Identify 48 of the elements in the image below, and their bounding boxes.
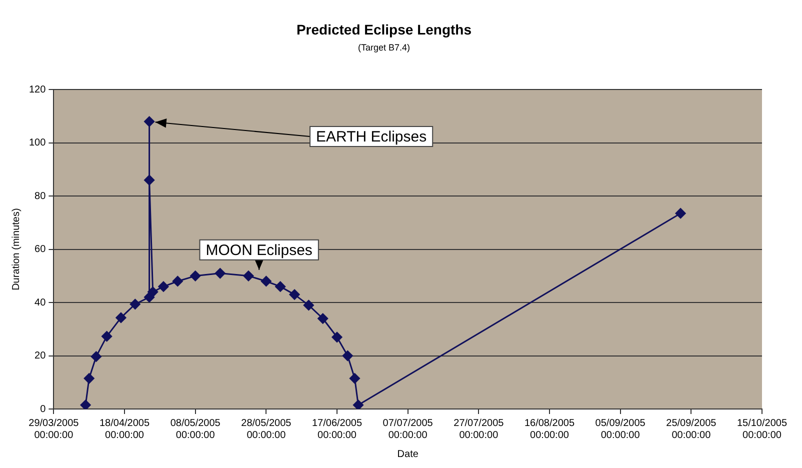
y-tick-label: 20 [34,350,46,362]
x-tick-label: 05/09/2005 00:00:00 [595,418,646,441]
x-tick-label: 25/09/2005 00:00:00 [666,418,717,441]
point [675,208,686,219]
point [303,300,314,310]
point [130,298,140,310]
y-axis-title: Duration (minutes) [10,208,22,290]
point [116,312,126,323]
point [84,373,94,384]
point [90,351,102,362]
x-tick-label: 15/10/2005 00:00:00 [736,418,788,441]
point [190,270,201,282]
point [172,276,183,286]
chart-title: Predicted Eclipse Lengths [296,21,472,38]
point [260,276,272,286]
x-axis-title: Date [397,448,419,460]
y-tick-label: 60 [34,244,46,256]
annotation: EARTH Eclipses [316,128,427,146]
x-tick-label: 16/08/2005 00:00:00 [524,418,575,441]
point [332,332,342,342]
y-tick-label: 40 [34,297,46,308]
y-tick-label: 120 [28,84,46,96]
y-tick-label: 100 [28,138,46,149]
point [318,313,328,324]
x-tick-label: 27/07/2005 00:00:00 [454,418,504,441]
x-tick-label: 08/05/2005 00:00:00 [170,418,221,441]
point [275,281,286,292]
point [353,400,364,409]
point [243,270,254,282]
x-tick-label: 29/03/2005 00:00:00 [28,418,80,441]
point [144,174,155,186]
point [144,116,155,127]
point [289,289,300,300]
x-tick-label: 17/06/2005 00:00:00 [312,418,362,441]
point [102,331,112,342]
point [214,268,226,279]
chart-subtitle: (Target B7.4) [358,42,410,53]
point [148,286,158,298]
point [342,350,353,362]
y-tick-label: 0 [40,404,46,415]
annotation: MOON Eclipses [206,242,312,260]
x-tick-label: 18/04/2005 00:00:00 [99,418,150,441]
x-tick-label: 28/05/2005 00:00:00 [241,418,292,441]
point [80,400,91,409]
x-tick-label: 07/07/2005 00:00:00 [382,418,434,441]
point [349,373,360,384]
y-tick-label: 80 [34,190,46,202]
point [158,281,169,292]
